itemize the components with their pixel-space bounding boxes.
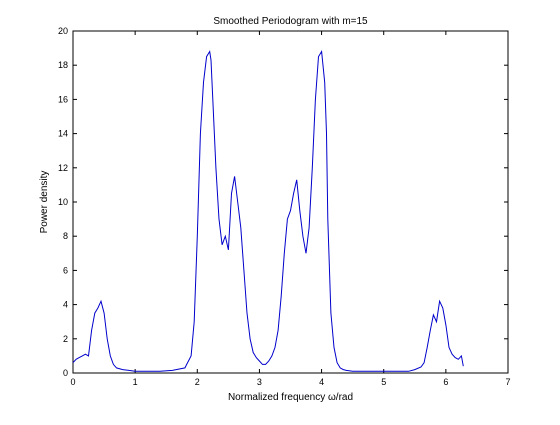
- y-tick-label: 10: [58, 197, 68, 207]
- x-tick-label: 7: [505, 377, 510, 387]
- y-tick-label: 18: [58, 60, 68, 70]
- y-axis-label: Power density: [39, 171, 50, 234]
- y-tick-label: 6: [63, 265, 68, 275]
- series-line: [72, 49, 464, 372]
- y-tick-label: 12: [58, 163, 68, 173]
- x-tick-label: 4: [319, 377, 324, 387]
- x-tick-label: 3: [257, 377, 262, 387]
- y-tick-label: 8: [63, 231, 68, 241]
- y-tick-label: 14: [58, 129, 68, 139]
- x-tick-label: 5: [381, 377, 386, 387]
- x-tick-label: 2: [195, 377, 200, 387]
- x-tick-label: 0: [70, 377, 75, 387]
- y-tick-label: 2: [63, 334, 68, 344]
- plot-area: [72, 30, 509, 374]
- y-tick-label: 16: [58, 94, 68, 104]
- y-tick-label: 0: [63, 368, 68, 378]
- chart-title: Smoothed Periodogram with m=15: [213, 16, 368, 27]
- x-tick-label: 1: [133, 377, 138, 387]
- x-tick-label: 6: [443, 377, 448, 387]
- y-tick-label: 20: [58, 26, 68, 36]
- x-axis-label: Normalized frequency ω/rad: [228, 392, 353, 403]
- y-tick-label: 4: [63, 300, 68, 310]
